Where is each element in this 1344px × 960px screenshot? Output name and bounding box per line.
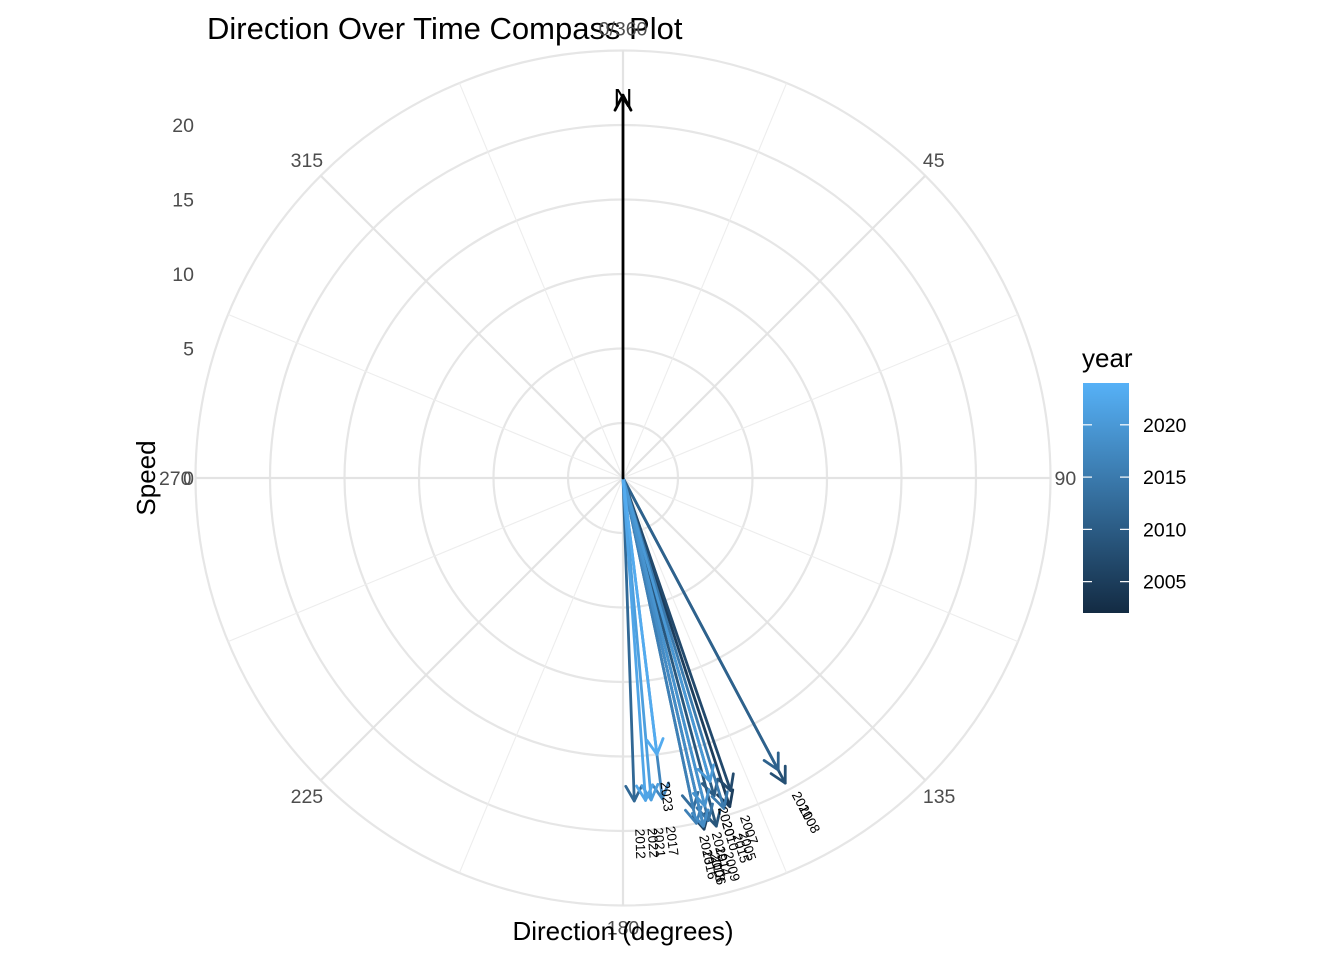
year-label: 2021 [651,827,669,858]
angle-tick-label: 270 [159,468,192,490]
year-label: 2018 [707,851,728,884]
angle-tick-label: 45 [923,150,945,172]
radial-tick-label: 5 [183,339,194,361]
grid-spoke-minor [458,477,624,874]
grid-spoke-major [319,477,624,782]
radial-tick-label: 20 [172,115,194,137]
year-label: 2016 [699,848,720,881]
year-label: 2011 [789,789,816,822]
north-label: N [614,83,633,113]
legend-title: year [1082,343,1133,373]
year-label: 2013 [696,834,717,867]
year-label: 2022 [645,828,662,859]
grid-spoke-major [622,477,927,782]
year-label: 2017 [663,825,682,857]
axis-ticks: 0/360 45 90 135 180 225 270 315 0 5 10 15 20 [159,19,1076,940]
radial-tick-label: 0 [183,468,194,490]
radial-tick-label: 15 [172,190,194,212]
direction-arrows [613,93,787,831]
arrow-2011 [621,476,780,772]
angle-tick-label: 180 [607,918,640,940]
year-label: 2019 [709,830,731,863]
north-arrow [613,93,633,480]
legend-label: 2005 [1143,572,1187,594]
grid-spoke-minor [622,477,1019,643]
legend-ticks: 2020 2015 2010 2005 [1083,415,1187,594]
grid-spoke-major [319,174,624,479]
legend-label: 2010 [1143,519,1187,541]
radial-tick-label: 10 [172,264,194,286]
angle-tick-label: 0/360 [599,19,648,41]
arrow-2020 [621,476,715,783]
grid-spoke-minor [622,82,788,479]
arrow-2023 [621,476,665,756]
arrow-2022 [621,476,654,802]
grid-spoke-minor [227,313,624,479]
grid-spoke-minor [227,477,624,643]
year-label: 2014 [712,845,734,878]
color-legend: year 2020 2015 2010 2005 [1082,343,1187,613]
arrow-2019 [621,476,711,808]
angle-tick-label: 225 [291,786,324,808]
year-label: 2023 [657,781,676,813]
legend-colorbar [1083,383,1129,613]
year-label: 2012 [632,829,648,860]
angle-tick-label: 315 [291,150,324,172]
grid-spoke-minor [622,477,788,874]
legend-label: 2020 [1143,415,1187,437]
grid-spoke-major [622,174,927,479]
legend-label: 2015 [1143,467,1187,489]
grid-spoke-minor [622,313,1019,479]
angle-tick-label: 135 [923,786,956,808]
year-label: 2006 [707,854,728,887]
grid-spoke-minor [458,82,624,479]
y-axis-title: Speed [131,440,161,515]
angle-tick-label: 90 [1055,468,1077,490]
arrow-2007 [621,476,735,793]
chart-title: Direction Over Time Compass Plot [207,11,683,46]
x-axis-title: Direction (degrees) [512,916,733,946]
